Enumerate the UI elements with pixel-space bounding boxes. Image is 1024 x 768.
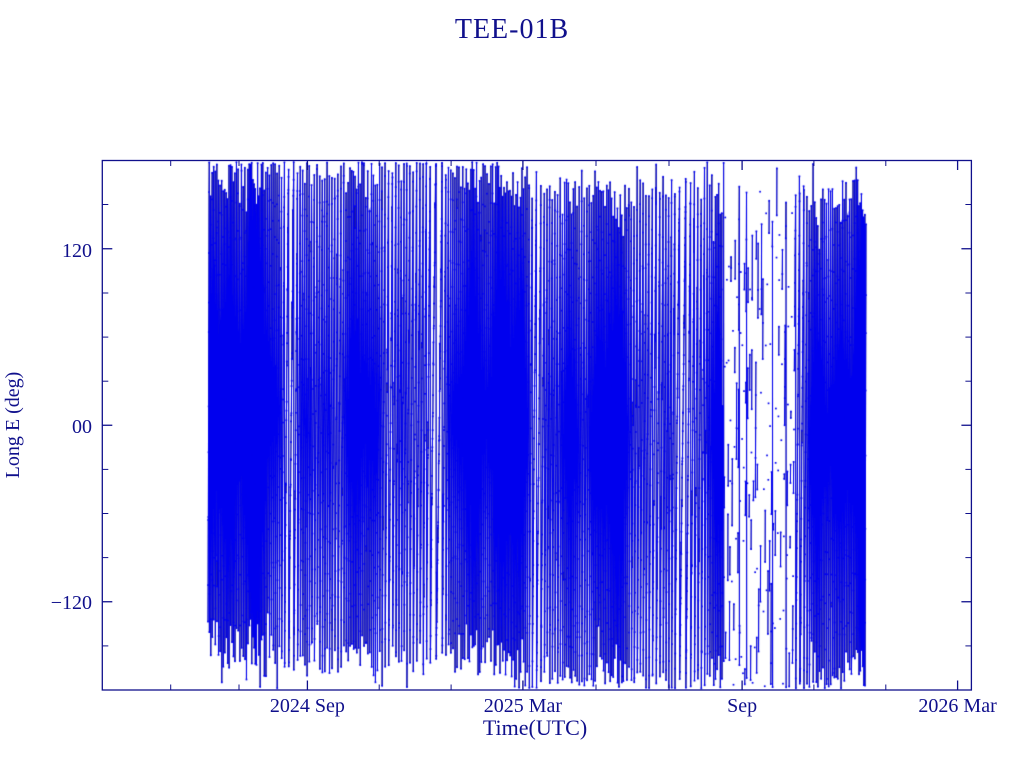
svg-text:−120: −120 [51,592,92,614]
svg-text:120: 120 [62,240,92,262]
svg-text:2024 Sep: 2024 Sep [270,695,345,717]
svg-text:00: 00 [72,416,92,438]
svg-text:Long E (deg): Long E (deg) [2,372,24,479]
svg-text:Time(UTC): Time(UTC) [483,715,587,740]
svg-text:Sep: Sep [727,695,757,717]
svg-text:TEE-01B: TEE-01B [455,14,569,45]
svg-text:2025 Mar: 2025 Mar [484,695,563,717]
svg-text:2026 Mar: 2026 Mar [918,695,997,717]
